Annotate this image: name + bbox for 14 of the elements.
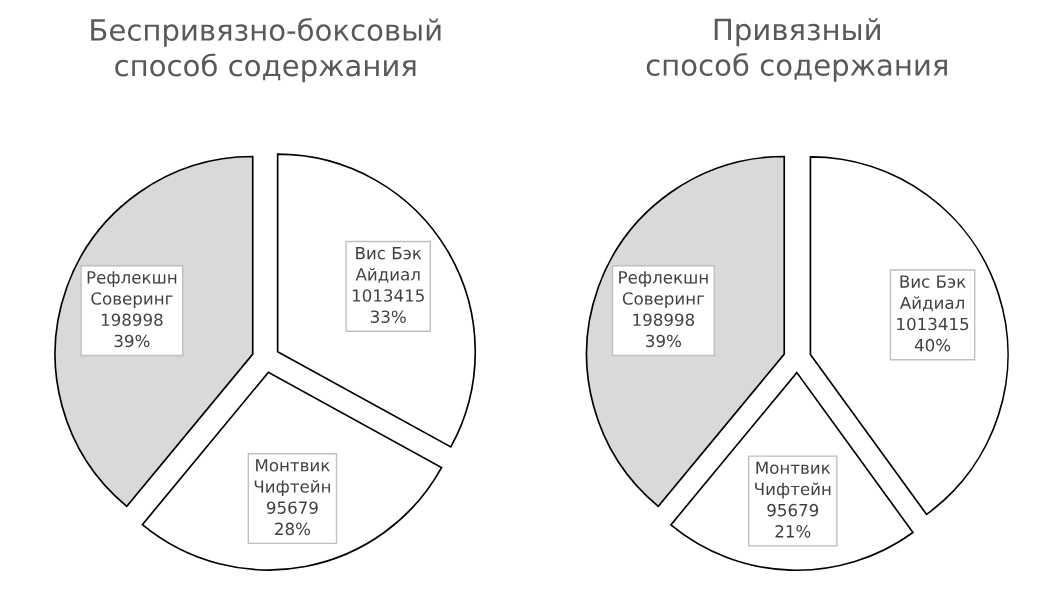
slice-label: Рефлекшн Соверинг bbox=[87, 271, 177, 309]
slice-label: Монтвик Чифтейн bbox=[254, 459, 330, 497]
slice-label: Монтвик Чифтейн bbox=[755, 461, 831, 499]
data-label: 1013415 40% bbox=[897, 317, 969, 352]
data-label: 95679 21% bbox=[767, 503, 819, 538]
data-label: 1013415 33% bbox=[352, 289, 424, 324]
data-label: 95679 28% bbox=[266, 501, 318, 536]
chart-title: Привязный способ содержания bbox=[646, 18, 947, 82]
slice-label: Рефлекшн Соверинг bbox=[619, 271, 708, 309]
slice-label: Вис Бэк Айдиал bbox=[355, 247, 422, 283]
data-label: 198998 39% bbox=[633, 313, 695, 348]
data-label: 198998 39% bbox=[101, 313, 163, 348]
chart-title: Беспривязно-боксовый способ содержания bbox=[91, 17, 441, 83]
slice-label: Вис Бэк Айдиал bbox=[899, 275, 966, 312]
